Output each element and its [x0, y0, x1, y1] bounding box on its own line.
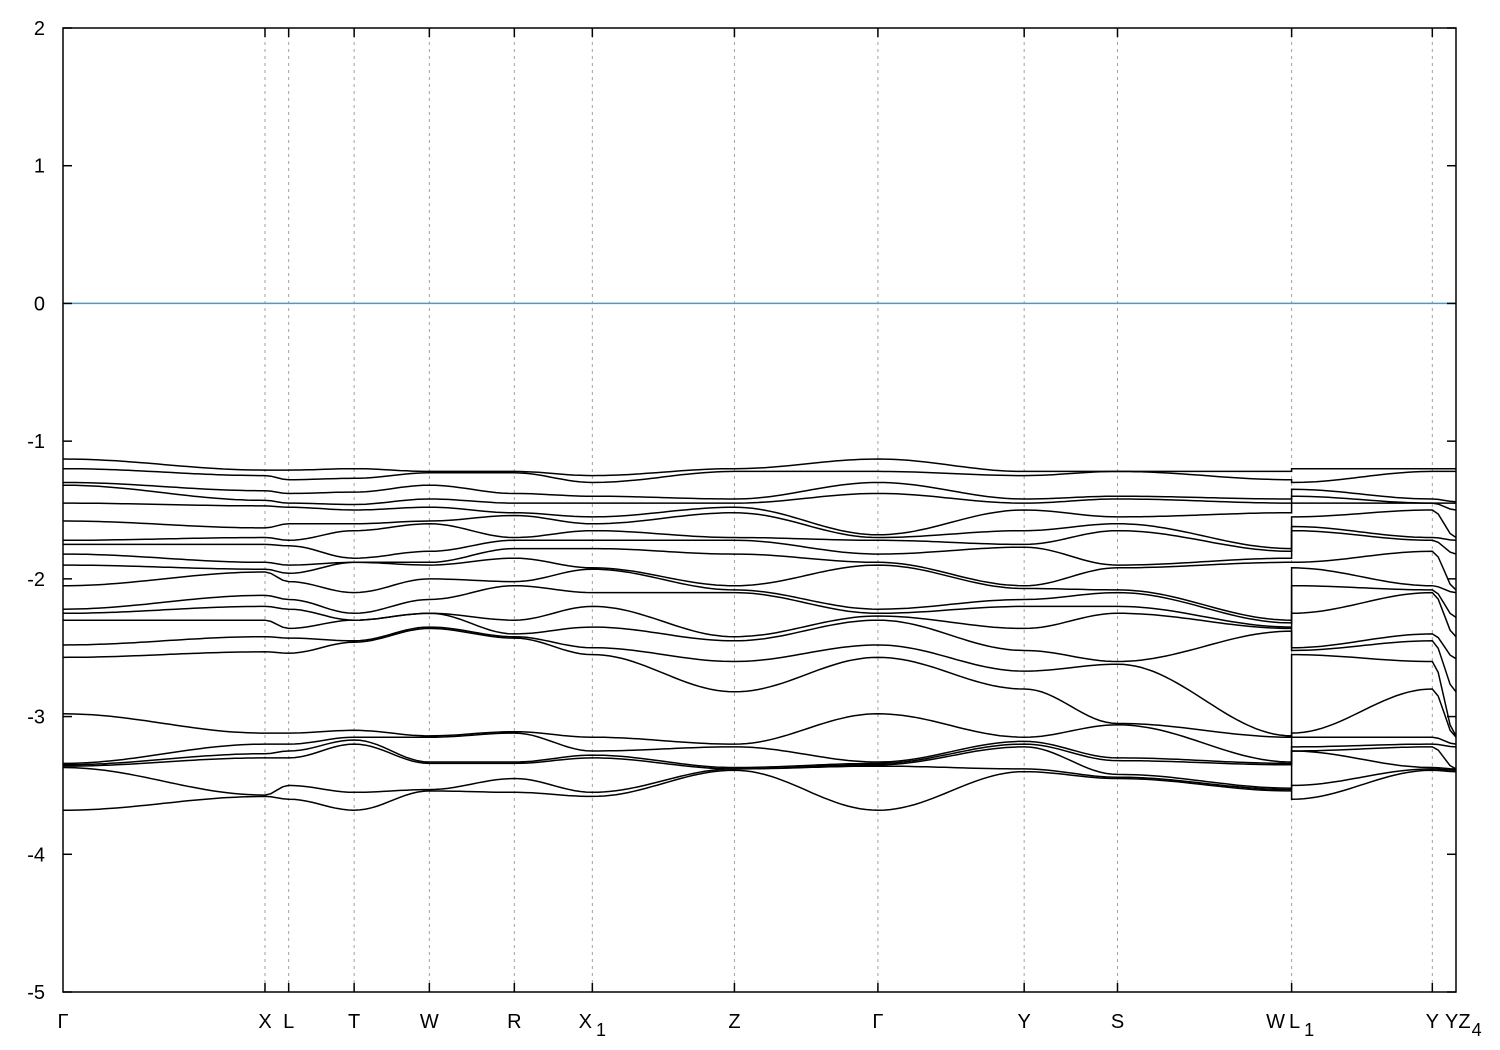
- x-tick-label: S: [1111, 1011, 1124, 1033]
- y-axis: -5 -4 -3 -2 -1 0 1 2: [27, 18, 1456, 1004]
- y-tick-label: 0: [34, 293, 45, 315]
- band-line-21: [62, 765, 1457, 796]
- x-tick-label: Γ: [872, 1011, 883, 1033]
- y-tick-label: 2: [34, 18, 45, 40]
- band-line-15: [62, 626, 1457, 737]
- band-line-17: [62, 713, 1457, 763]
- grid-lines: [264, 28, 1433, 992]
- x-tick-label: Γ: [57, 1011, 68, 1033]
- y-tick-label: 1: [34, 156, 45, 178]
- band-line-7: [63, 523, 1457, 553]
- x-tick-label: YZ4: [1445, 1011, 1482, 1040]
- band-line-10: [63, 557, 1457, 621]
- y-tick-label: -2: [27, 569, 45, 591]
- band-line-11: [63, 568, 1457, 624]
- band-line-1: [62, 458, 1456, 477]
- x-tick-label: L: [283, 1011, 294, 1033]
- band-line-9: [63, 547, 1457, 591]
- band-line-19: [62, 739, 1457, 770]
- band-line-13: [63, 605, 1457, 660]
- band-line-5: [63, 502, 1457, 536]
- y-tick-label: -3: [27, 707, 45, 729]
- x-tick-label: W: [1266, 1011, 1285, 1033]
- x-tick-label: W: [420, 1011, 439, 1033]
- band-line-3: [63, 481, 1457, 503]
- x-tick-label: T: [348, 1011, 360, 1033]
- band-line-2: [63, 467, 1456, 484]
- band-line-6: [63, 509, 1457, 550]
- band-line-12: [62, 584, 1457, 638]
- y-tick-label: -5: [27, 982, 45, 1004]
- x-axis: Γ X L T W R X 1 Z Γ Y S W L 1 Y YZ4: [57, 28, 1482, 1040]
- x-tick-label: X: [258, 1011, 271, 1033]
- band-line-4: [63, 484, 1456, 506]
- x-tick-label: R: [507, 1011, 521, 1033]
- y-tick-label: -4: [27, 844, 45, 866]
- bands: [62, 458, 1457, 811]
- band-line-20: [63, 743, 1457, 789]
- y-tick-label: -1: [27, 431, 45, 453]
- x-tick-label: Y: [1426, 1011, 1439, 1033]
- x-tick-label: Z: [728, 1011, 740, 1033]
- band-line-8: [63, 529, 1457, 566]
- band-line-16: [62, 627, 1457, 738]
- plot-frame: [62, 27, 1457, 993]
- x-tick-label: Y: [1017, 1011, 1030, 1033]
- band-line-14: [63, 612, 1457, 693]
- band-line-18: [63, 732, 1457, 765]
- band-line-22: [63, 769, 1457, 811]
